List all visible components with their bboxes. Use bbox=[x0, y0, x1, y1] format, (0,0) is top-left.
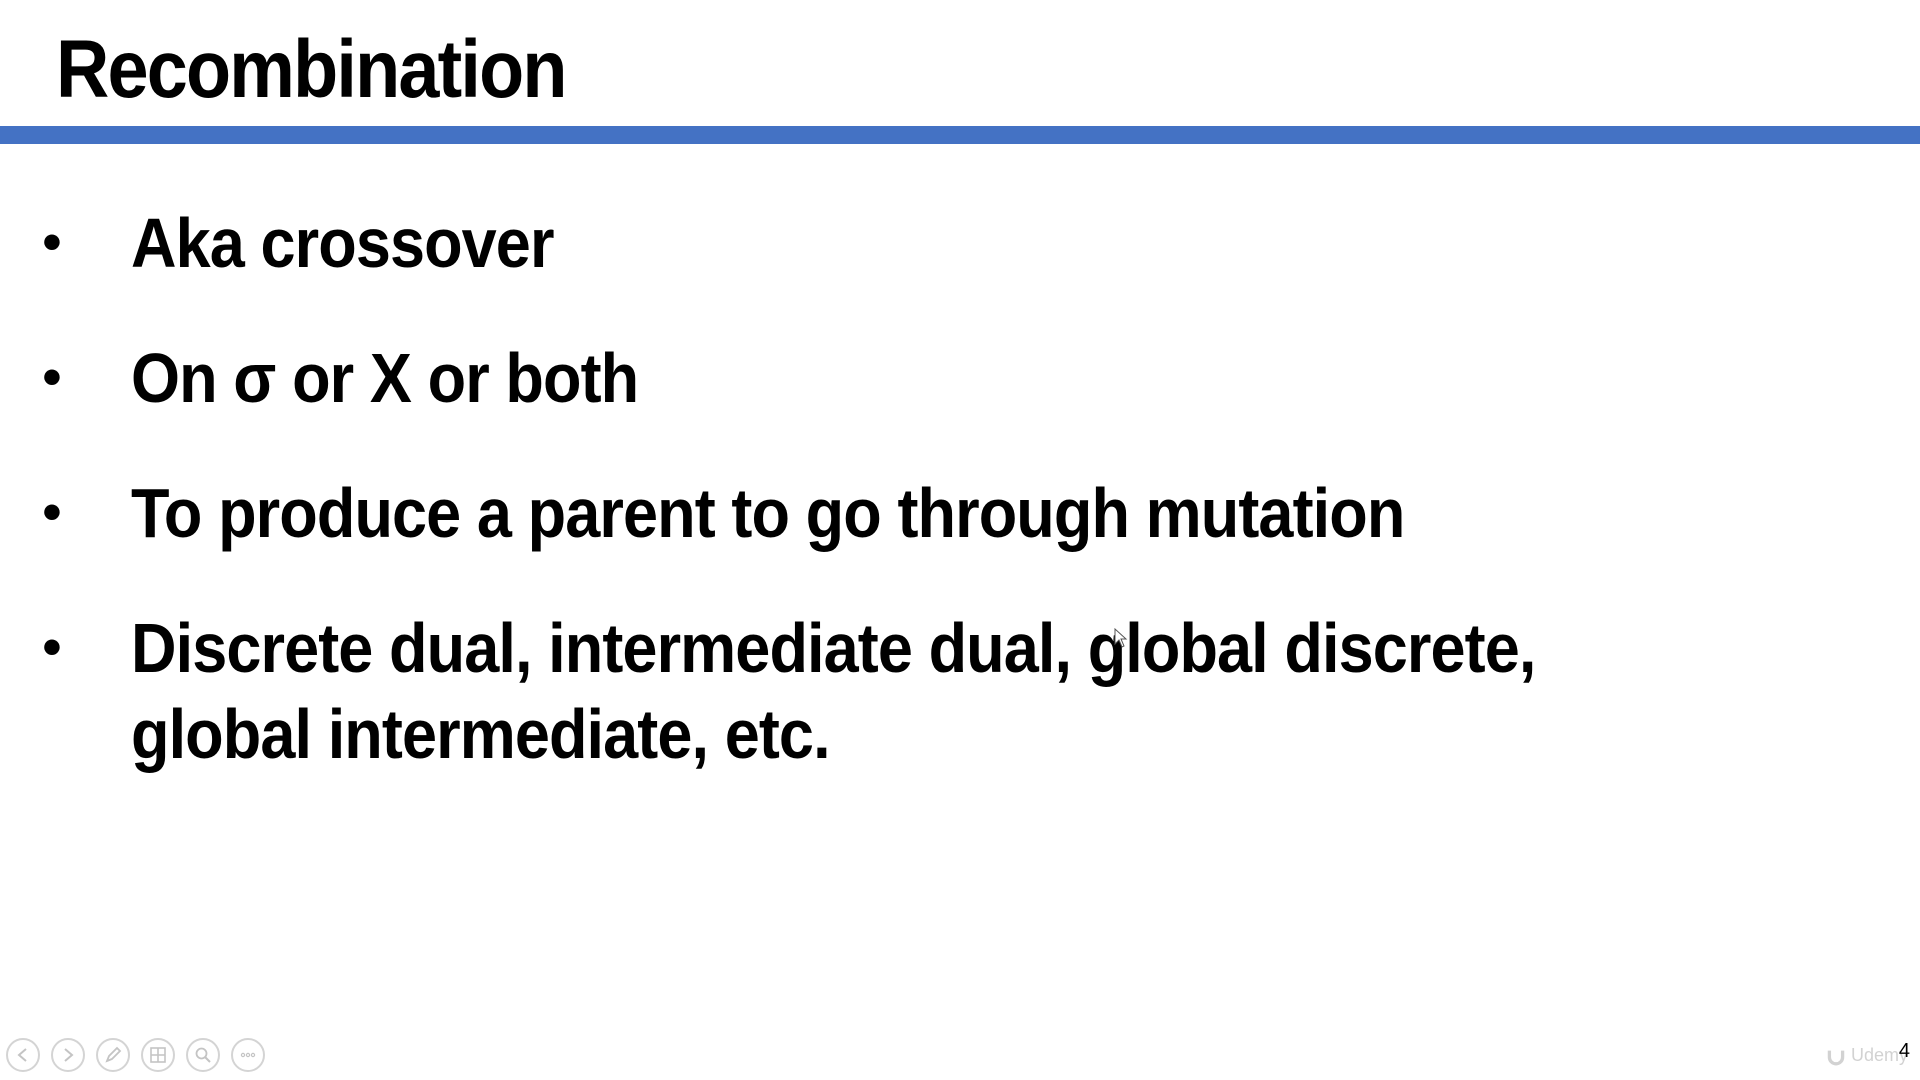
udemy-watermark: Udemy bbox=[1825, 1044, 1908, 1066]
bullet-marker: • bbox=[42, 482, 62, 542]
watermark-text: Udemy bbox=[1850, 1044, 1908, 1065]
mouse-pointer-icon bbox=[1114, 628, 1128, 648]
slide-number: 4 bbox=[1898, 1040, 1910, 1062]
previous-slide-button[interactable] bbox=[6, 1038, 40, 1072]
more-options-button[interactable] bbox=[231, 1038, 265, 1072]
udemy-logo-icon bbox=[1827, 1050, 1845, 1066]
bullet-marker: • bbox=[42, 347, 62, 407]
bullet-text: On σ or X or both bbox=[131, 339, 639, 417]
next-slide-button[interactable] bbox=[51, 1038, 85, 1072]
see-all-slides-button[interactable] bbox=[141, 1038, 175, 1072]
bullet-marker: • bbox=[42, 617, 62, 677]
magnifier-icon bbox=[195, 1047, 211, 1063]
arrow-right-icon bbox=[64, 1048, 74, 1062]
bullet-marker: • bbox=[42, 212, 62, 272]
pen-tool-button[interactable] bbox=[96, 1038, 130, 1072]
zoom-button[interactable] bbox=[186, 1038, 220, 1072]
ellipsis-icon bbox=[240, 1052, 256, 1058]
pen-icon bbox=[105, 1046, 122, 1063]
bullet-text: To produce a parent to go through mutati… bbox=[131, 474, 1405, 552]
slide-title: Recombination bbox=[56, 24, 567, 115]
bullet-text: Discrete dual, intermediate dual, global… bbox=[131, 609, 1536, 773]
title-underline-bar bbox=[0, 126, 1920, 144]
arrow-left-icon bbox=[17, 1048, 27, 1062]
presenter-toolbar bbox=[6, 1038, 265, 1074]
slides-grid-icon bbox=[150, 1047, 166, 1063]
bullet-text: Aka crossover bbox=[131, 204, 554, 282]
